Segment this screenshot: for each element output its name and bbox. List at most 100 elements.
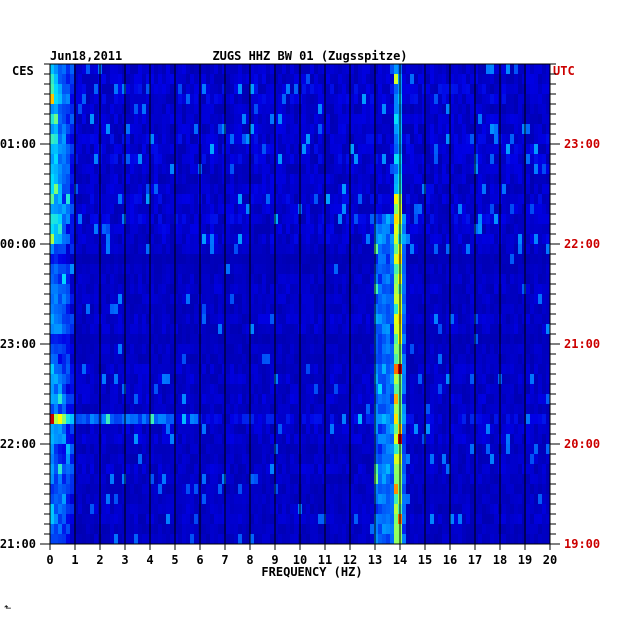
heatmap-cell	[366, 294, 371, 305]
heatmap-cell	[346, 204, 351, 215]
heatmap-cell	[410, 324, 415, 335]
heatmap-cell	[170, 224, 175, 235]
heatmap-cell	[378, 324, 383, 335]
heatmap-cell	[306, 304, 311, 315]
heatmap-cell	[66, 314, 71, 325]
heatmap-cell	[526, 254, 531, 265]
heatmap-cell	[458, 104, 463, 115]
heatmap-cell	[258, 114, 263, 125]
heatmap-cell	[190, 194, 195, 205]
right-timezone-label: UTC	[553, 64, 575, 78]
heatmap-cell	[90, 384, 95, 395]
heatmap-cell	[206, 384, 211, 395]
heatmap-cell	[382, 324, 387, 335]
heatmap-cell	[330, 404, 335, 415]
heatmap-cell	[362, 64, 367, 75]
heatmap-cell	[330, 334, 335, 345]
heatmap-cell	[246, 414, 251, 425]
heatmap-cell	[346, 84, 351, 95]
heatmap-cell	[502, 364, 507, 375]
heatmap-cell	[62, 204, 67, 215]
heatmap-cell	[290, 414, 295, 425]
heatmap-cell	[142, 84, 147, 95]
heatmap-cell	[542, 304, 547, 315]
heatmap-cell	[310, 144, 315, 155]
heatmap-cell	[150, 244, 155, 255]
heatmap-cell	[326, 294, 331, 305]
heatmap-cell	[206, 234, 211, 245]
heatmap-cell	[394, 294, 399, 305]
heatmap-cell	[418, 284, 423, 295]
heatmap-cell	[286, 204, 291, 215]
heatmap-cell	[494, 124, 499, 135]
heatmap-cell	[106, 394, 111, 405]
heatmap-cell	[134, 174, 139, 185]
heatmap-cell	[530, 434, 535, 445]
heatmap-cell	[282, 284, 287, 295]
heatmap-cell	[538, 324, 543, 335]
heatmap-cell	[418, 274, 423, 285]
heatmap-cell	[542, 104, 547, 115]
heatmap-cell	[262, 354, 267, 365]
heatmap-cell	[146, 164, 151, 175]
heatmap-cell	[494, 204, 499, 215]
heatmap-cell	[226, 294, 231, 305]
heatmap-cell	[390, 154, 395, 165]
heatmap-cell	[318, 234, 323, 245]
heatmap-cell	[210, 94, 215, 105]
heatmap-cell	[438, 154, 443, 165]
heatmap-cell	[442, 254, 447, 265]
heatmap-cell	[90, 354, 95, 365]
heatmap-cell	[378, 74, 383, 85]
heatmap-cell	[70, 194, 75, 205]
heatmap-cell	[194, 374, 199, 385]
heatmap-cell	[190, 134, 195, 145]
heatmap-cell	[274, 324, 279, 335]
heatmap-cell	[402, 384, 407, 395]
heatmap-cell	[134, 124, 139, 135]
heatmap-cell	[538, 64, 543, 75]
heatmap-cell	[530, 414, 535, 425]
heatmap-cell	[58, 114, 63, 125]
heatmap-cell	[522, 244, 527, 255]
heatmap-cell	[410, 84, 415, 95]
heatmap-cell	[538, 304, 543, 315]
heatmap-cell	[290, 274, 295, 285]
heatmap-cell	[134, 334, 139, 345]
heatmap-cell	[318, 404, 323, 415]
heatmap-cell	[270, 144, 275, 155]
heatmap-cell	[126, 424, 131, 435]
heatmap-cell	[162, 74, 167, 85]
heatmap-cell	[382, 264, 387, 275]
heatmap-cell	[158, 134, 163, 145]
heatmap-cell	[154, 404, 159, 415]
heatmap-cell	[214, 204, 219, 215]
heatmap-cell	[406, 94, 411, 105]
heatmap-cell	[514, 144, 519, 155]
heatmap-cell	[482, 254, 487, 265]
heatmap-cell	[262, 254, 267, 265]
heatmap-cell	[530, 394, 535, 405]
heatmap-cell	[514, 434, 519, 445]
heatmap-cell	[462, 94, 467, 105]
heatmap-cell	[334, 384, 339, 395]
heatmap-cell	[270, 414, 275, 425]
heatmap-cell	[522, 124, 527, 135]
heatmap-cell	[414, 344, 419, 355]
heatmap-cell	[146, 134, 151, 145]
heatmap-cell	[282, 424, 287, 435]
heatmap-cell	[302, 404, 307, 415]
heatmap-cell	[266, 114, 271, 125]
heatmap-cell	[442, 174, 447, 185]
heatmap-cell	[282, 134, 287, 145]
heatmap-cell	[254, 374, 259, 385]
heatmap-cell	[526, 354, 531, 365]
heatmap-cell	[430, 154, 435, 165]
heatmap-cell	[510, 274, 515, 285]
heatmap-cell	[230, 134, 235, 145]
heatmap-cell	[346, 324, 351, 335]
heatmap-cell	[170, 424, 175, 435]
heatmap-cell	[66, 384, 71, 395]
heatmap-cell	[338, 74, 343, 85]
heatmap-cell	[430, 174, 435, 185]
